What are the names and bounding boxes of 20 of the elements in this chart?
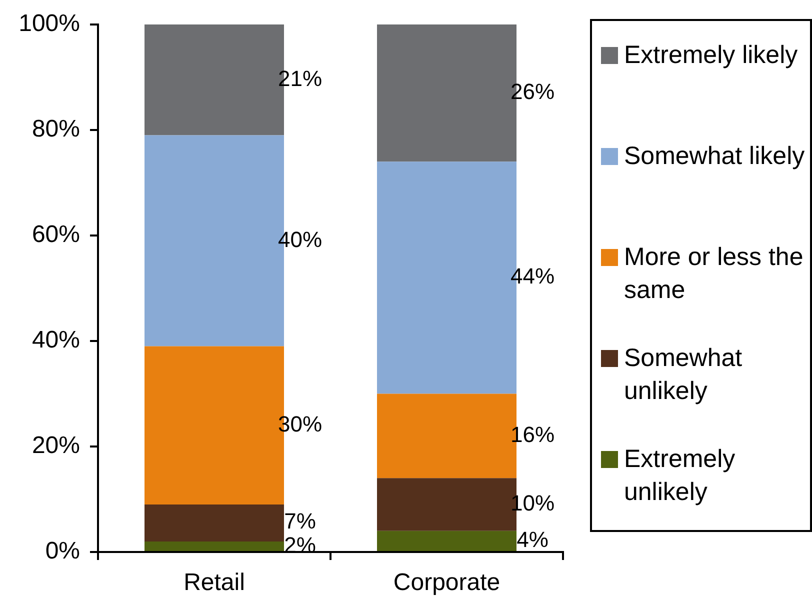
- data-label: 7%: [284, 508, 316, 534]
- y-tick-label: 20%: [32, 432, 80, 460]
- legend-label: Extremely likely: [624, 40, 799, 71]
- legend-label: More or less the same: [624, 242, 804, 306]
- x-tick-label: Corporate: [393, 569, 500, 596]
- data-label: 44%: [510, 264, 555, 289]
- legend-label: Extremely unlikely: [624, 444, 736, 508]
- x-tick-label: Retail: [184, 569, 245, 596]
- bar: [377, 530, 516, 551]
- bar: [144, 504, 284, 542]
- y-tick-label: 60%: [32, 221, 80, 248]
- legend-label: Somewhat likely: [624, 141, 806, 172]
- y-tick-label: 100%: [18, 10, 80, 38]
- data-label: 40%: [278, 226, 322, 252]
- y-tick-label: 80%: [32, 116, 80, 143]
- y-tick-label: 0%: [45, 538, 80, 565]
- y-tick-label: 40%: [32, 326, 80, 354]
- legend-label: Somewhat unlikely: [624, 343, 744, 407]
- data-label: 4%: [516, 527, 548, 552]
- bar: [144, 541, 284, 551]
